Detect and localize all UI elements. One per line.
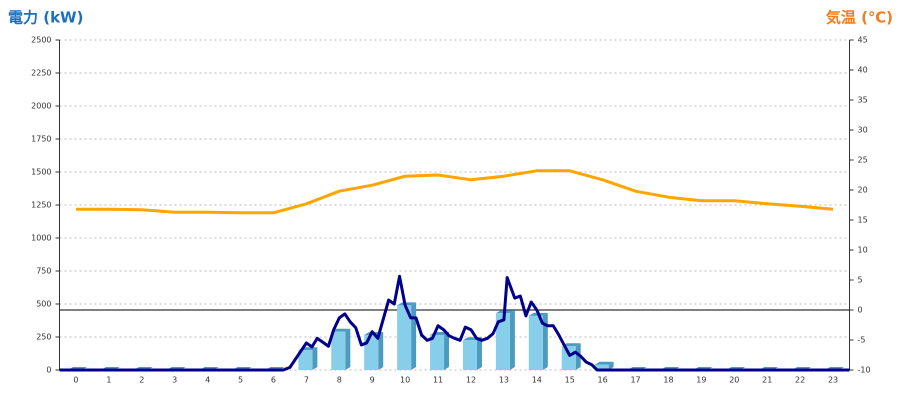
- x-tick-label: 11: [433, 376, 443, 385]
- bar: [462, 340, 477, 370]
- y-tick-label: 2250: [31, 69, 51, 78]
- bar: [397, 305, 412, 370]
- bar: [495, 313, 510, 370]
- right-axis-title: 気温 (℃): [826, 9, 893, 27]
- y2-tick-label: -5: [858, 336, 866, 345]
- x-tick-label: 5: [238, 376, 243, 385]
- bar-side: [542, 312, 548, 370]
- y2-tick-label: 10: [858, 246, 868, 255]
- y2-tick-label: 35: [858, 96, 868, 105]
- y2-tick-label: 20: [858, 186, 868, 195]
- x-tick-label: 8: [337, 376, 342, 385]
- x-tick-label: 20: [729, 376, 739, 385]
- x-tick-label: 13: [499, 376, 509, 385]
- line: [59, 274, 850, 372]
- bar: [430, 335, 445, 370]
- x-tick-label: 21: [762, 376, 772, 385]
- bar-top: [397, 302, 417, 306]
- y2-tick-label: 45: [858, 36, 868, 45]
- y2-tick-label: 30: [858, 126, 868, 135]
- bar: [528, 315, 543, 370]
- x-tick-label: 9: [370, 376, 375, 385]
- y2-tick-label: 0: [858, 306, 863, 315]
- bar-side: [509, 310, 515, 370]
- y2-tick-label: 5: [858, 276, 863, 285]
- bar-side: [444, 332, 450, 370]
- bar-side: [608, 361, 614, 370]
- y2-tick-label: 25: [858, 156, 868, 165]
- x-tick-label: 3: [172, 376, 177, 385]
- x-tick-label: 15: [565, 376, 575, 385]
- bar: [331, 331, 346, 370]
- bar-side: [476, 337, 482, 370]
- bar-top: [594, 361, 614, 365]
- line: [75, 169, 834, 215]
- bar: [298, 350, 313, 370]
- bar-top: [331, 328, 351, 332]
- x-tick-label: 6: [271, 376, 276, 385]
- bar-side: [378, 332, 384, 370]
- bar-side: [575, 343, 581, 370]
- bar: [561, 346, 576, 370]
- x-tick-label: 17: [630, 376, 640, 385]
- y-tick-label: 2500: [31, 36, 51, 45]
- x-tick-label: 12: [466, 376, 476, 385]
- x-tick-label: 0: [73, 376, 78, 385]
- bar-side: [312, 347, 318, 370]
- y2-tick-label: -10: [858, 366, 871, 375]
- y-tick-label: 1500: [31, 168, 51, 177]
- y-tick-label: 500: [36, 300, 51, 309]
- y-tick-label: 0: [46, 366, 51, 375]
- x-tick-label: 1: [106, 376, 111, 385]
- y2-tick-label: 15: [858, 216, 868, 225]
- y-tick-label: 1250: [31, 201, 51, 210]
- left-axis-title: 電力 (kW): [8, 9, 83, 27]
- y-tick-label: 2000: [31, 102, 51, 111]
- y2-tick-label: 40: [858, 66, 868, 75]
- bar-top: [561, 343, 581, 347]
- x-tick-label: 18: [663, 376, 673, 385]
- x-tick-label: 2: [139, 376, 144, 385]
- x-tick-label: 19: [696, 376, 706, 385]
- x-tick-label: 4: [205, 376, 210, 385]
- bar: [594, 364, 609, 370]
- y-tick-label: 250: [36, 333, 51, 342]
- bar-side: [411, 302, 417, 370]
- x-tick-label: 7: [304, 376, 309, 385]
- y-tick-label: 1000: [31, 234, 51, 243]
- x-tick-label: 10: [400, 376, 410, 385]
- x-tick-label: 22: [795, 376, 805, 385]
- x-tick-label: 23: [828, 376, 838, 385]
- bar-side: [345, 328, 351, 370]
- x-tick-label: 16: [598, 376, 608, 385]
- x-tick-label: 14: [532, 376, 542, 385]
- y-tick-label: 1750: [31, 135, 51, 144]
- y-tick-label: 750: [36, 267, 51, 276]
